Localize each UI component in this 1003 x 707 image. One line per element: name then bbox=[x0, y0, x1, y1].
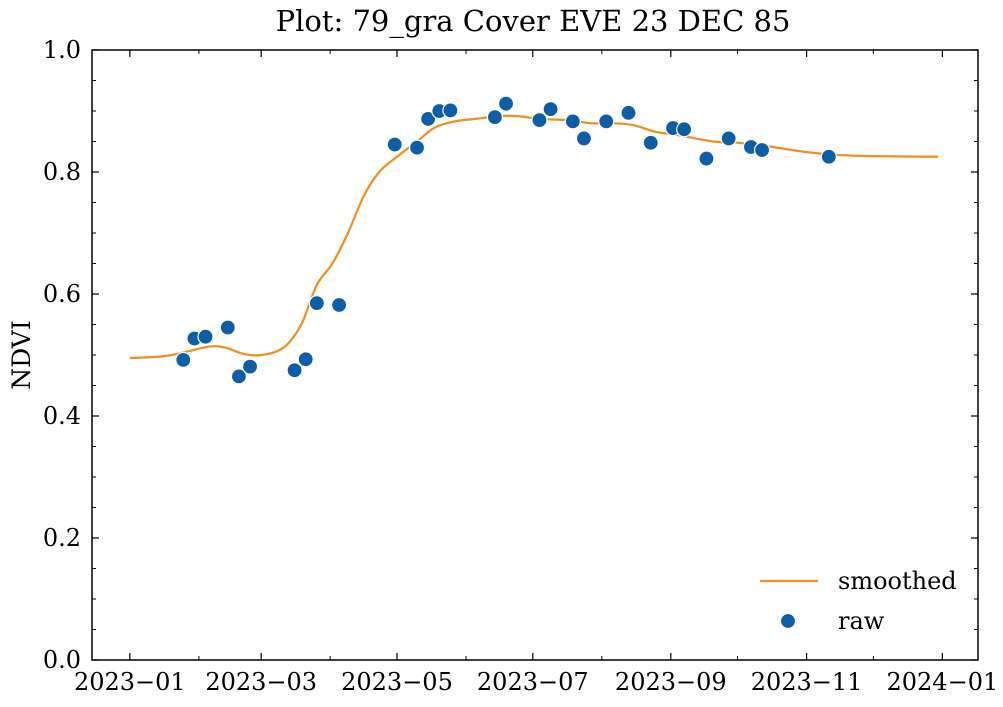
raw-point bbox=[497, 95, 515, 112]
raw-point bbox=[308, 295, 325, 312]
raw-point bbox=[420, 110, 437, 128]
raw-point bbox=[331, 296, 348, 314]
raw-point bbox=[620, 104, 637, 121]
y-tick-label: 0.4 bbox=[43, 402, 81, 430]
raw-point bbox=[820, 148, 837, 165]
x-tick-label: 2023−11 bbox=[751, 668, 863, 696]
x-tick-label: 2023−09 bbox=[615, 668, 727, 696]
y-tick-label: 0.6 bbox=[43, 280, 81, 308]
axis-ticks: 0.0 0.2 0.4 0.6 0.8 1.0 2023−01 2023−03 2023−05 2… bbox=[43, 36, 998, 696]
raw-point bbox=[197, 328, 214, 345]
raw-point bbox=[408, 139, 426, 156]
raw-point bbox=[531, 112, 548, 129]
x-tick-label: 2023−01 bbox=[74, 668, 186, 696]
chart-title: Plot: 79_gra Cover EVE 23 DEC 85 bbox=[276, 4, 791, 39]
x-tick-label: 2023−03 bbox=[205, 668, 317, 696]
raw-point bbox=[575, 130, 593, 147]
raw-point bbox=[598, 113, 615, 130]
raw-point bbox=[386, 136, 403, 153]
raw-point bbox=[219, 319, 236, 336]
raw-point bbox=[175, 351, 192, 368]
raw-point bbox=[297, 351, 314, 368]
series-layer bbox=[129, 95, 938, 385]
raw-point bbox=[230, 368, 248, 385]
raw-point bbox=[486, 108, 504, 126]
raw-point bbox=[720, 130, 737, 147]
raw-point bbox=[698, 150, 715, 167]
legend-raw-swatch bbox=[779, 612, 797, 630]
raw-point bbox=[241, 358, 259, 375]
legend: smoothed raw bbox=[760, 567, 957, 635]
smoothed-line bbox=[129, 114, 938, 360]
y-tick-label: 0.8 bbox=[43, 158, 81, 186]
raw-point bbox=[286, 362, 303, 379]
x-tick-label: 2024−01 bbox=[887, 668, 999, 696]
y-tick-label: 1.0 bbox=[43, 36, 81, 64]
raw-point bbox=[442, 102, 459, 119]
raw-point bbox=[642, 134, 659, 151]
legend-raw-label: raw bbox=[838, 607, 885, 635]
y-tick-label: 0.0 bbox=[43, 646, 81, 674]
y-tick-label: 0.2 bbox=[43, 524, 81, 552]
x-tick-label: 2023−07 bbox=[477, 668, 589, 696]
legend-smoothed-label: smoothed bbox=[838, 567, 957, 595]
y-axis-label: NDVI bbox=[7, 320, 36, 389]
raw-point bbox=[676, 121, 693, 138]
x-tick-label: 2023−05 bbox=[341, 668, 453, 696]
raw-point bbox=[753, 141, 771, 159]
raw-point bbox=[542, 101, 559, 118]
plot-frame bbox=[91, 49, 979, 661]
raw-point bbox=[564, 113, 581, 130]
